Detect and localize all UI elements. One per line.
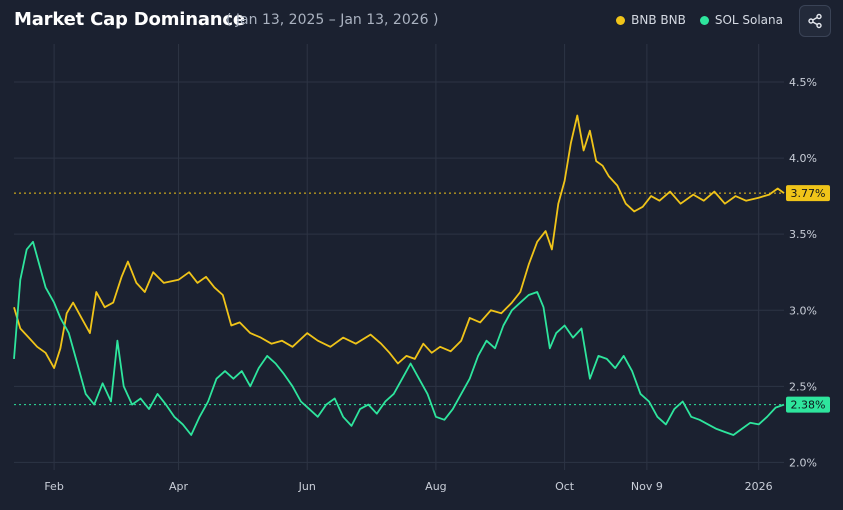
y-tick-label: 4.0% xyxy=(789,152,817,165)
series-layer xyxy=(13,114,785,436)
legend-item-bnb[interactable]: BNB BNB xyxy=(616,13,686,27)
share-button[interactable] xyxy=(799,5,831,37)
legend-dot-sol-icon xyxy=(699,15,709,25)
x-tick-label: Aug xyxy=(425,480,446,493)
x-tick-label: Oct xyxy=(555,480,575,493)
y-tick-label: 2.0% xyxy=(789,456,817,469)
x-tick-label: Feb xyxy=(44,480,63,493)
legend-dot-bnb-icon xyxy=(616,15,626,25)
share-icon xyxy=(808,13,822,29)
y-tick-label: 3.5% xyxy=(789,228,817,241)
y-tick-label: 4.5% xyxy=(789,76,817,89)
axes: 2.0% 2.5% 3.0% 3.5% 4.0% 4.5% Feb Apr Jun Aug Oct N… xyxy=(44,76,830,493)
x-tick-label: 2026 xyxy=(745,480,773,493)
last-value-badge xyxy=(786,396,830,413)
last-value-label: 2.38% xyxy=(791,399,826,412)
date-range: ( Jan 13, 2025 – Jan 13, 2026 ) xyxy=(226,12,439,28)
chart-header: Market Cap Dominance ( Jan 13, 2025 – Ja… xyxy=(0,0,843,44)
x-tick-label: Apr xyxy=(169,480,189,493)
legend: BNB BNB SOL Solana xyxy=(616,13,783,27)
legend-label-bnb: BNB BNB xyxy=(631,13,686,27)
y-tick-label: 3.0% xyxy=(789,304,817,317)
legend-label-sol: SOL Solana xyxy=(714,13,783,27)
legend-item-sol[interactable]: SOL Solana xyxy=(699,13,783,27)
series-line-sol[interactable] xyxy=(13,240,785,436)
y-tick-label: 2.5% xyxy=(789,380,817,393)
grid xyxy=(14,44,784,470)
x-tick-label: Jun xyxy=(298,480,316,493)
series-line-bnb[interactable] xyxy=(13,114,785,369)
last-value-badge xyxy=(786,185,830,202)
x-tick-label: Nov 9 xyxy=(631,480,663,493)
chart-title: Market Cap Dominance xyxy=(14,9,245,30)
last-value-label: 3.77% xyxy=(791,187,826,200)
